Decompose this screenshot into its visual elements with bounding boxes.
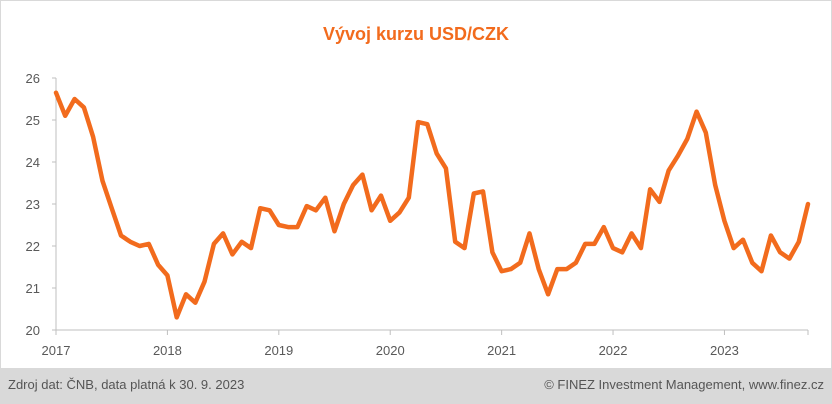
source-note: Zdroj dat: ČNB, data platná k 30. 9. 202… bbox=[8, 377, 245, 392]
x-tick-label: 2022 bbox=[599, 343, 628, 358]
x-tick-label: 2017 bbox=[42, 343, 71, 358]
series-line bbox=[53, 90, 811, 320]
y-tick-label: 26 bbox=[26, 71, 40, 86]
x-tick-label: 2018 bbox=[153, 343, 182, 358]
y-tick-label: 22 bbox=[26, 239, 40, 254]
chart-title: Vývoj kurzu USD/CZK bbox=[322, 24, 510, 44]
y-tick-label: 25 bbox=[26, 113, 40, 128]
x-tick-label: 2020 bbox=[376, 343, 405, 358]
y-tick-label: 24 bbox=[26, 155, 40, 170]
chart-area bbox=[0, 0, 832, 369]
x-tick-label: 2019 bbox=[264, 343, 293, 358]
footer-bar: Zdroj dat: ČNB, data platná k 30. 9. 202… bbox=[0, 368, 832, 404]
x-tick-label: 2021 bbox=[487, 343, 516, 358]
copyright-note: © FINEZ Investment Management, www.finez… bbox=[544, 377, 824, 392]
y-tick-label: 20 bbox=[26, 323, 40, 338]
x-tick-label: 2023 bbox=[710, 343, 739, 358]
y-tick-label: 21 bbox=[26, 281, 40, 296]
y-tick-label: 23 bbox=[26, 197, 40, 212]
